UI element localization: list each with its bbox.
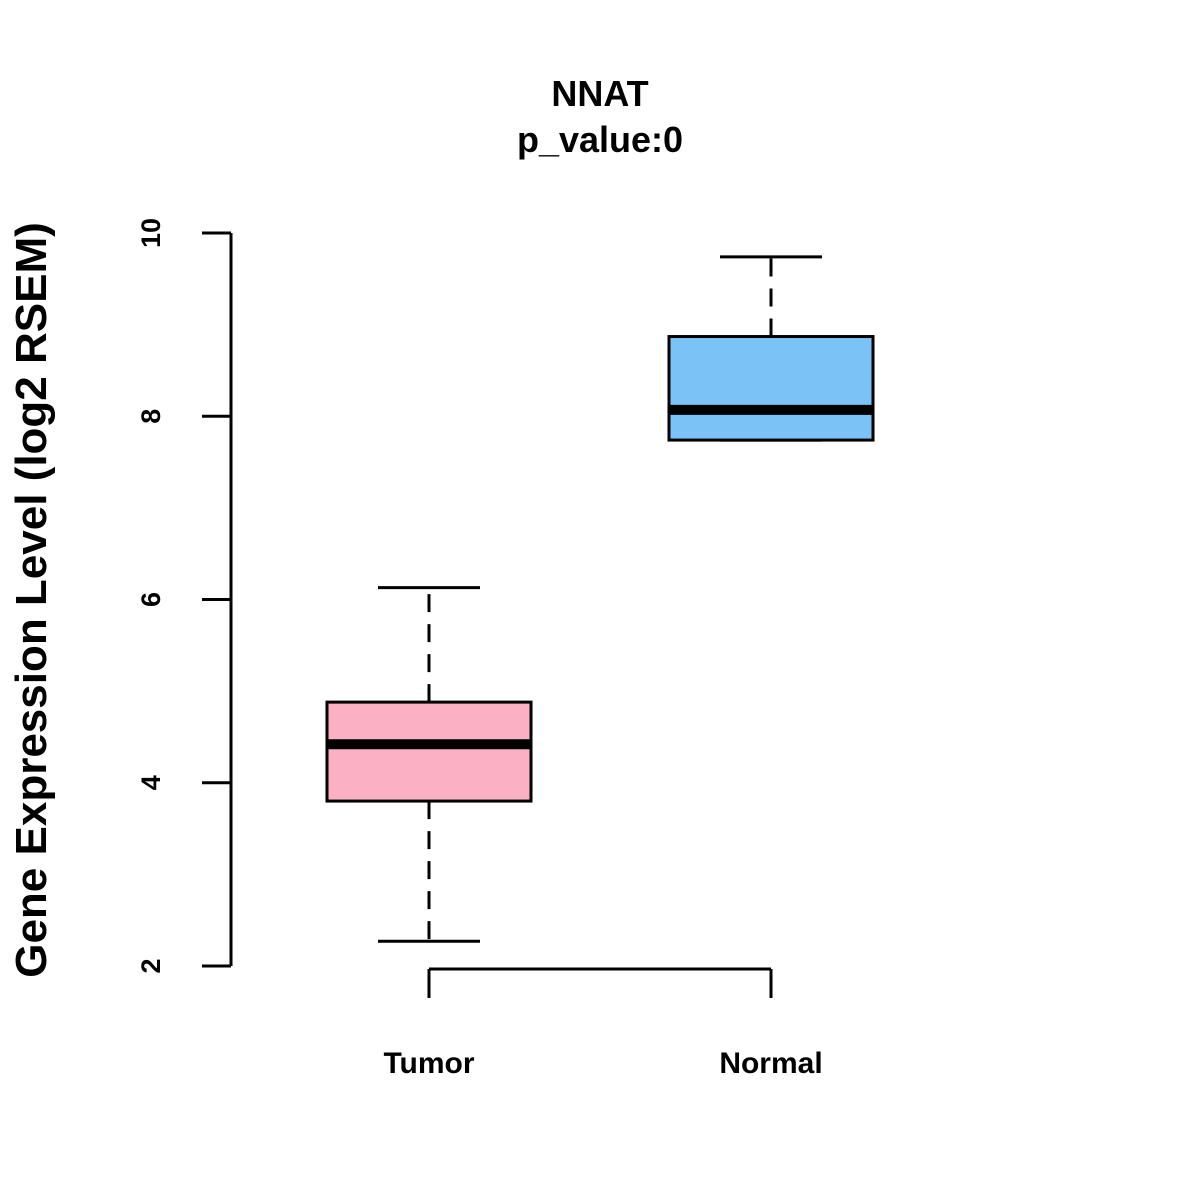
boxes [325,255,875,943]
y-axis: 2 4 6 8 10 [136,218,233,974]
y-tick-label: 8 [136,409,166,424]
x-tick-label-normal: Normal [719,1047,822,1080]
y-tick-label: 2 [136,958,166,973]
y-tick-label: 4 [136,775,166,790]
x-axis: Tumor Normal [383,967,823,1080]
y-axis-label: Gene Expression Level (log2 RSEM) [7,222,56,978]
iqr-box [667,335,875,442]
box-normal [667,255,875,442]
y-tick-label: 10 [136,218,166,248]
y-tick-label: 6 [136,592,166,607]
chart-title: NNAT [551,73,648,114]
x-tick-label-tumor: Tumor [383,1047,474,1080]
box-tumor [325,586,533,943]
iqr-box [325,700,533,803]
chart-subtitle: p_value:0 [517,119,683,160]
